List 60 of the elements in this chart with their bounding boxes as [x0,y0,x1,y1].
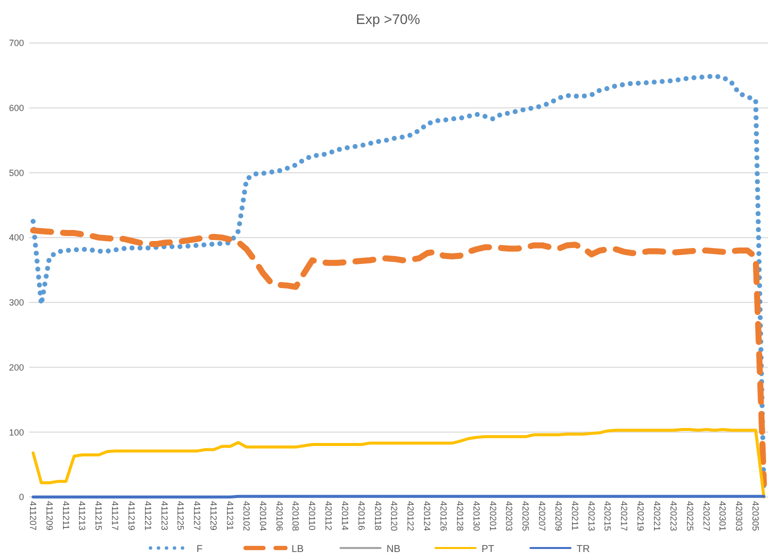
legend-label: F [196,544,203,555]
x-tick-label: 420223 [668,501,678,532]
x-tick-label: 420112 [324,501,334,530]
x-tick-label: 411219 [126,501,136,530]
x-tick-label: 420203 [504,501,514,532]
x-tick-label: 411225 [176,501,186,530]
x-tick-label: 411231 [225,501,236,530]
x-tick-label: 420215 [602,501,613,532]
x-tick-label: 420227 [701,501,712,532]
x-tick-label: 411217 [110,501,120,530]
x-tick-label: 420301 [718,501,728,532]
y-tick-label: 400 [8,232,24,243]
x-tick-label: 420207 [537,501,548,532]
legend-label: PT [482,544,494,555]
x-tick-label: 420225 [684,501,695,532]
y-tick-label: 500 [8,168,24,178]
x-tick-label: 420110 [307,501,318,530]
x-tick-label: 420303 [734,501,744,532]
x-tick-label: 420217 [619,501,630,532]
y-tick-label: 300 [8,298,24,308]
x-tick-label: 420211 [570,501,580,530]
x-tick-label: 420221 [652,501,662,532]
x-tick-label: 420305 [750,501,761,532]
x-tick-label: 420201 [488,501,498,532]
y-tick-label: 100 [8,427,24,438]
x-tick-label: 420106 [274,501,284,532]
x-tick-label: 411215 [94,501,104,530]
y-tick-label: 600 [8,103,24,114]
x-tick-label: 411213 [77,501,88,530]
y-tick-label: 0 [18,492,24,502]
legend-label: LB [292,544,304,555]
y-tick-label: 700 [8,38,24,48]
legend-label: TR [576,544,590,555]
x-tick-label: 411227 [192,501,202,530]
chart-title: Exp >70% [356,11,420,27]
x-tick-label: 411209 [44,501,54,530]
x-tick-label: 420108 [290,501,301,532]
x-tick-label: 420102 [241,501,252,532]
x-tick-label: 420118 [372,501,383,530]
x-tick-label: 411211 [60,501,71,530]
x-tick-label: 420219 [636,501,646,532]
x-tick-label: 420116 [356,501,366,530]
x-tick-label: 420205 [520,501,531,532]
x-tick-label: 411229 [208,501,219,530]
x-tick-label: 420130 [471,501,482,532]
x-tick-label: 420114 [340,501,350,530]
x-tick-label: 420122 [406,501,416,532]
x-tick-label: 411207 [28,501,38,530]
x-tick-label: 420104 [258,501,268,532]
legend-label: NB [386,544,401,555]
x-tick-label: 420209 [553,501,564,532]
x-tick-label: 411221 [142,501,153,530]
x-tick-label: 420213 [586,501,596,532]
x-tick-label: 420124 [422,501,432,532]
y-tick-label: 200 [8,362,24,372]
x-tick-label: 420120 [389,501,400,532]
x-tick-label: 411223 [159,501,170,530]
line-series [32,428,766,498]
x-tick-label: 420128 [454,501,465,532]
x-tick-label: 420126 [438,501,449,532]
